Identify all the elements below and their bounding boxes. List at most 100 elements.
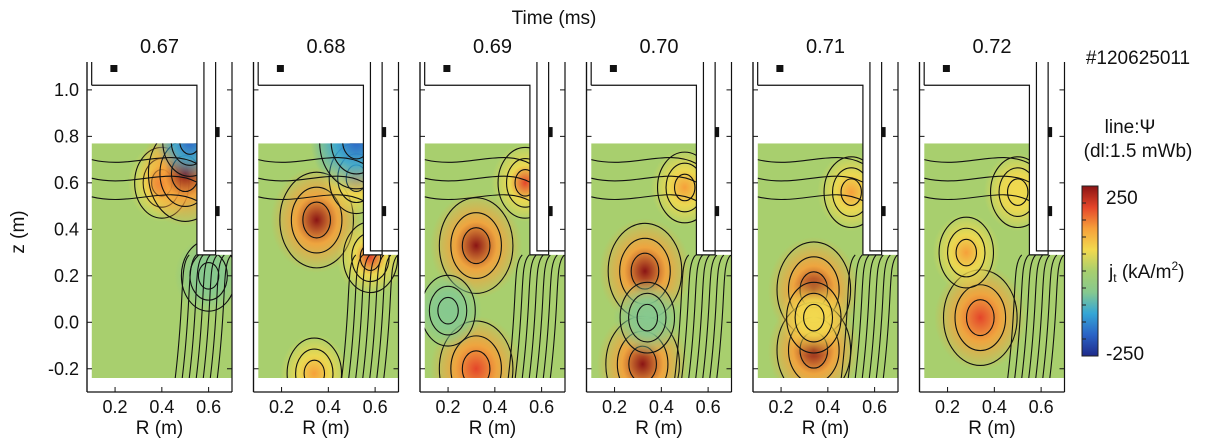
- x-tick-label: 0.2: [769, 397, 794, 417]
- flux-line: [847, 254, 863, 379]
- y-tick-label: 1.0: [54, 80, 79, 100]
- flux-line: [924, 175, 1030, 183]
- panel-time-label: 0.69: [473, 36, 512, 58]
- panels: 0.2 0.4 0.6R (m)0.670.2 0.4 0.6R (m)0.680.2 0…: [86, 36, 1066, 439]
- flux-line: [854, 254, 870, 379]
- flux-line: [549, 254, 565, 379]
- flux-line: [424, 194, 531, 202]
- flux-line: [709, 254, 725, 379]
- y-tick-label: 0.2: [54, 266, 79, 286]
- y-tick-label: 0.8: [54, 126, 79, 146]
- x-tick-label: 0.6: [529, 397, 554, 417]
- flux-contour: [342, 143, 371, 160]
- flux-line: [591, 194, 697, 202]
- flux-line: [591, 175, 697, 183]
- colorbar-label-sup: 2: [1171, 259, 1178, 273]
- flux-contour: [450, 212, 502, 280]
- flux-contour: [673, 173, 696, 202]
- current-blob: [817, 153, 886, 232]
- flux-contour: [840, 178, 862, 206]
- flux-line: [1035, 254, 1051, 379]
- flux-contour: [794, 292, 834, 343]
- flux-line: [875, 254, 891, 379]
- flux-contour: [461, 227, 491, 265]
- chart-title: Time (ms): [512, 8, 597, 29]
- panel-time-label: 0.71: [806, 36, 845, 58]
- coil-marker: [881, 206, 886, 217]
- current-blob: [174, 236, 232, 315]
- x-tick-label: 0.6: [196, 397, 221, 417]
- flux-contour: [947, 227, 986, 278]
- flux-contour: [286, 337, 343, 379]
- flux-line: [209, 254, 225, 379]
- x-axis-label: R (m): [802, 418, 849, 439]
- flux-line: [424, 175, 531, 183]
- current-blob: [983, 153, 1052, 232]
- flux-contour: [303, 359, 326, 379]
- coil-marker: [776, 65, 784, 72]
- x-tick-label: 0.6: [363, 397, 388, 417]
- x-axis-label: R (m): [136, 418, 183, 439]
- flux-line: [202, 254, 218, 379]
- flux-contour: [965, 299, 995, 337]
- x-tick-label: 0.6: [862, 397, 887, 417]
- colorbar-min-label: -250: [1106, 344, 1144, 365]
- coil-marker: [881, 127, 886, 138]
- coil-marker: [609, 65, 617, 72]
- flux-line: [1049, 254, 1065, 379]
- flux-line: [702, 254, 718, 379]
- x-tick-label: 0.4: [316, 397, 341, 417]
- x-tick-label: 0.4: [149, 397, 174, 417]
- coil-marker: [548, 127, 553, 138]
- coil-marker: [215, 127, 220, 138]
- y-tick-label: -0.2: [48, 359, 79, 379]
- panel-time-label: 0.72: [973, 36, 1012, 58]
- flux-contour: [162, 143, 218, 177]
- coil-marker: [382, 206, 387, 217]
- flux-line: [188, 254, 204, 379]
- flux-line: [716, 254, 732, 379]
- flux-line: [924, 157, 1030, 165]
- flux-line: [355, 254, 371, 379]
- panel-time-label: 0.67: [140, 36, 179, 58]
- x-axis-label: R (m): [469, 418, 516, 439]
- flux-contour: [295, 348, 334, 379]
- flux-line: [424, 157, 531, 165]
- coil-marker: [382, 127, 387, 138]
- panel-0.72: 0.2 0.4 0.6 R (m) 0.72: [918, 36, 1066, 439]
- x-tick-label: 0.4: [649, 397, 674, 417]
- flux-line: [341, 254, 357, 379]
- flux-contour: [170, 143, 210, 166]
- flux-line: [528, 254, 544, 379]
- colorbar-max-label: 250: [1106, 188, 1138, 209]
- flux-line: [181, 254, 197, 379]
- panel-0.68: 0.2 0.4 0.6 R (m) 0.68: [252, 36, 400, 439]
- current-blob: [280, 334, 349, 379]
- flux-line: [591, 157, 697, 165]
- flux-contour: [461, 350, 491, 379]
- flux-contour: [424, 274, 476, 347]
- flux-line: [1007, 254, 1023, 379]
- flux-line: [507, 254, 523, 379]
- x-tick-label: 0.4: [982, 397, 1007, 417]
- flux-contour: [437, 296, 459, 325]
- y-tick-label: 0.4: [54, 219, 79, 239]
- current-blob: [155, 143, 224, 181]
- flux-line: [521, 254, 537, 379]
- flux-line: [258, 175, 364, 183]
- coil-marker: [215, 206, 220, 217]
- flux-line: [1042, 254, 1058, 379]
- x-tick-label: 0.4: [482, 397, 507, 417]
- flux-line: [1021, 254, 1037, 379]
- flux-contour: [955, 238, 978, 267]
- coil-marker: [1048, 206, 1053, 217]
- y-tick-label: 0.0: [54, 312, 79, 332]
- flux-contour: [786, 281, 842, 354]
- current-density-field: [757, 143, 898, 379]
- x-tick-label: 0.2: [103, 397, 128, 417]
- flux-contour: [330, 143, 383, 175]
- y-tick-labels: -0.2 0.0 0.2 0.4 0.6 0.8 1.0: [48, 80, 79, 379]
- flux-line: [861, 254, 877, 379]
- coil-marker: [276, 65, 284, 72]
